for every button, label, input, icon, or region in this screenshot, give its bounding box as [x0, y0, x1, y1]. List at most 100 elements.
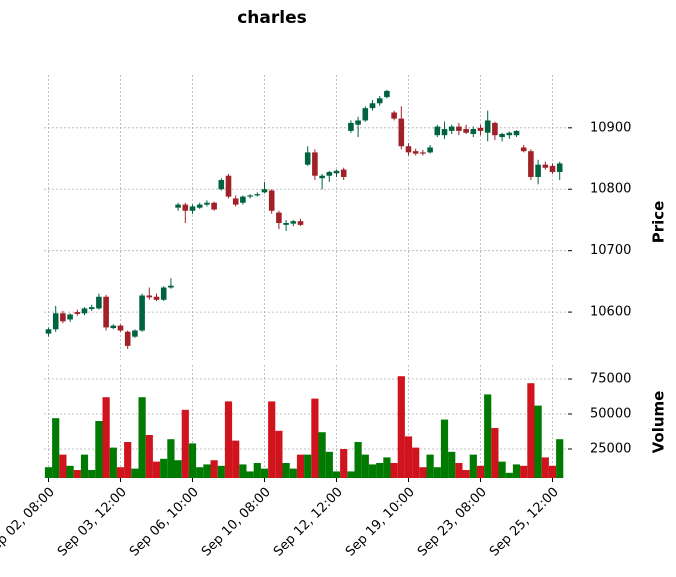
candle-body	[88, 307, 95, 310]
candle-body	[542, 164, 549, 168]
candle-body	[412, 151, 419, 154]
volume-bar	[361, 454, 369, 478]
volume-bar	[512, 464, 521, 478]
volume-bar	[498, 461, 506, 478]
candle-body	[110, 325, 117, 329]
candle-body	[376, 98, 383, 104]
volume-bar	[109, 447, 117, 478]
candle-body	[175, 204, 181, 208]
volume-bar	[433, 467, 441, 478]
volume-bar	[476, 465, 485, 478]
volume-bar	[275, 430, 283, 478]
volume-bar	[167, 439, 175, 478]
candle-body	[146, 295, 153, 298]
candle-body	[477, 127, 484, 131]
volume-bar	[304, 454, 312, 478]
x-tick-label: Sep 06, 10:00	[127, 485, 202, 560]
candle-body	[434, 126, 441, 136]
candle-body	[348, 122, 354, 131]
candle-body	[456, 126, 462, 131]
candle-body	[441, 129, 448, 136]
volume-bar	[131, 468, 139, 478]
candle-body	[45, 329, 52, 334]
candle-body	[225, 175, 232, 197]
volume-bar	[419, 467, 427, 478]
volume-bar	[484, 394, 492, 478]
volume-bar	[448, 451, 456, 478]
y-tick-label: 10800	[590, 182, 631, 197]
candle-body	[484, 120, 491, 133]
volume-bar	[469, 454, 477, 478]
x-tick-label: Sep 19, 10:00	[343, 485, 418, 560]
volume-bar	[138, 397, 146, 478]
volume-tick-label: 25000	[590, 442, 631, 457]
volume-bar	[556, 439, 564, 478]
volume-bar	[462, 470, 470, 478]
candle-body	[196, 204, 203, 208]
volume-bar	[260, 468, 269, 478]
candle-body	[67, 314, 73, 320]
volume-bar	[232, 440, 240, 478]
volume-bar	[340, 449, 348, 478]
candle-body	[81, 308, 88, 314]
volume-bar	[210, 460, 218, 478]
candle-body	[60, 313, 66, 322]
candle-body	[463, 129, 469, 133]
candle-body	[506, 132, 513, 136]
candle-body	[74, 312, 81, 314]
candle-body	[391, 112, 397, 119]
volume-bar	[534, 405, 542, 478]
volume-bar	[282, 463, 290, 478]
candle-body	[398, 118, 405, 147]
volume-bar	[383, 457, 391, 478]
volume-bar	[289, 468, 297, 478]
volume-bar	[188, 443, 197, 478]
candle-body	[297, 221, 304, 225]
x-tick-label: Sep 23, 08:00	[415, 485, 490, 560]
volume-bar	[174, 460, 182, 478]
candle-body	[182, 204, 189, 211]
x-tick-label: Sep 12, 12:00	[271, 485, 346, 560]
candle-body	[290, 221, 297, 224]
candle-body	[420, 152, 426, 154]
x-tick-label: Sep 03, 12:00	[55, 485, 130, 560]
candle-body	[168, 285, 174, 288]
volume-bar	[239, 464, 247, 478]
candle-body	[355, 120, 361, 125]
volume-bar	[541, 457, 549, 478]
x-tick-label: Sep 25, 12:00	[487, 485, 562, 560]
candle-body	[268, 190, 275, 211]
volume-bar	[203, 464, 211, 478]
candle-body	[254, 194, 261, 196]
y-tick-label: 10700	[590, 243, 631, 258]
price-label: Price	[650, 201, 668, 244]
volume-bar	[59, 454, 67, 478]
volume-bar	[354, 442, 362, 478]
volume-bar	[491, 428, 499, 478]
candle-body	[340, 169, 347, 177]
candle-body	[549, 165, 556, 173]
volume-bar	[253, 463, 261, 478]
volume-bar	[397, 376, 405, 478]
candle-body	[189, 206, 196, 211]
candle-body	[96, 296, 102, 309]
candle-body	[204, 202, 210, 205]
candle-body	[52, 313, 59, 330]
volume-bar	[196, 467, 204, 478]
candle-body	[232, 198, 239, 205]
volume-bar	[102, 397, 110, 478]
y-tick-label: 10600	[590, 305, 631, 320]
volume-bar	[160, 458, 168, 478]
x-tick-label: Sep 10, 08:00	[199, 485, 274, 560]
volume-bar	[44, 467, 53, 478]
volume-bar	[181, 409, 189, 478]
candle-body	[448, 126, 455, 131]
candle-body	[160, 287, 167, 300]
volume-bar	[390, 463, 398, 478]
candle-body	[405, 146, 412, 153]
volume-bar	[124, 442, 132, 478]
volume-bar	[404, 436, 413, 478]
candle-body	[247, 195, 253, 197]
volume-bar	[332, 471, 341, 478]
candle-body	[513, 130, 520, 136]
